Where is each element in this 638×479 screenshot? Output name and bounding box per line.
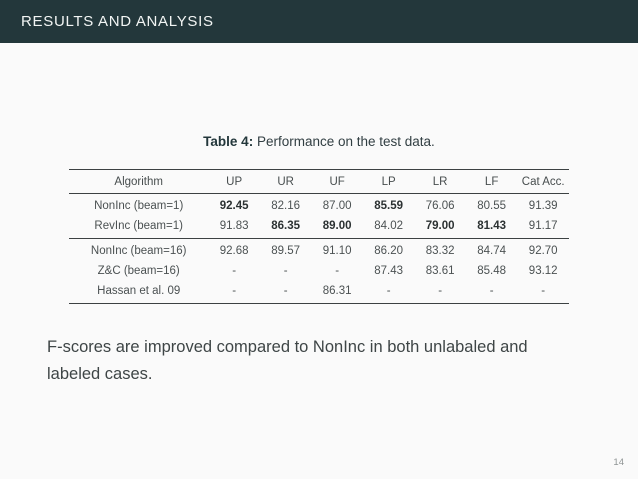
algorithm-cell: NonInc (beam=16) — [90, 245, 187, 257]
algorithm-cell: NonInc (beam=1) — [94, 200, 184, 212]
table-caption: Table 4: Performance on the test data. — [0, 134, 638, 149]
value-cell: 91.17 — [528, 220, 558, 232]
col-header-algorithm: Algorithm — [114, 176, 163, 188]
value-cell: - — [438, 285, 443, 297]
value-cell: - — [541, 285, 546, 297]
caption-text: Performance on the test data. — [256, 134, 435, 149]
table-group-beam16: NonInc (beam=16) 92.68 89.57 91.10 86.20… — [69, 239, 569, 304]
value-cell: 86.35 — [271, 220, 301, 232]
table-row: NonInc (beam=16) 92.68 89.57 91.10 86.20… — [69, 239, 569, 262]
value-cell: 81.43 — [477, 220, 507, 232]
col-header-lp: LP — [381, 176, 396, 188]
value-cell: 83.61 — [425, 265, 455, 277]
value-cell: 85.48 — [477, 265, 507, 277]
value-cell: 91.39 — [528, 200, 558, 212]
table-row: Z&C (beam=16) - - - 87.43 83.61 85.48 93… — [69, 261, 569, 281]
value-cell: 89.00 — [322, 220, 352, 232]
value-cell: 79.00 — [425, 220, 455, 232]
value-cell: 85.59 — [374, 200, 404, 212]
value-cell: 76.06 — [425, 200, 455, 212]
value-cell: 86.20 — [374, 245, 404, 257]
col-header-ur: UR — [277, 176, 294, 188]
value-cell: 87.43 — [374, 265, 404, 277]
value-cell: 93.12 — [528, 265, 558, 277]
value-cell: - — [283, 285, 288, 297]
value-cell: 87.00 — [322, 200, 352, 212]
value-cell: - — [335, 265, 340, 277]
algorithm-cell: Z&C (beam=16) — [97, 265, 180, 277]
slide-title: RESULTS AND ANALYSIS — [21, 13, 214, 30]
table-row: RevInc (beam=1) 91.83 86.35 89.00 84.02 … — [69, 216, 569, 239]
value-cell: 91.10 — [322, 245, 352, 257]
algorithm-cell: RevInc (beam=1) — [94, 220, 183, 232]
value-cell: 92.68 — [219, 245, 249, 257]
value-cell: - — [489, 285, 494, 297]
value-cell: - — [386, 285, 391, 297]
results-table: Algorithm UP UR UF LP LR LF Cat Acc. Non… — [69, 169, 569, 304]
value-cell: 92.70 — [528, 245, 558, 257]
col-header-lf: LF — [484, 176, 499, 188]
table-header: Algorithm UP UR UF LP LR LF Cat Acc. — [69, 169, 569, 194]
col-header-uf: UF — [329, 176, 345, 188]
caption-label: Table 4: — [203, 134, 254, 149]
table-row: Hassan et al. 09 - - 86.31 - - - - — [69, 281, 569, 304]
value-cell: 89.57 — [271, 245, 301, 257]
value-cell: 83.32 — [425, 245, 455, 257]
table-group-beam1: NonInc (beam=1) 92.45 82.16 87.00 85.59 … — [69, 194, 569, 239]
header-row: Algorithm UP UR UF LP LR LF Cat Acc. — [69, 169, 569, 194]
value-cell: 84.02 — [374, 220, 404, 232]
algorithm-cell: Hassan et al. 09 — [97, 285, 181, 297]
table-row: NonInc (beam=1) 92.45 82.16 87.00 85.59 … — [69, 194, 569, 217]
col-header-lr: LR — [432, 176, 448, 188]
value-cell: - — [232, 285, 237, 297]
value-cell: 92.45 — [219, 200, 249, 212]
value-cell: 84.74 — [477, 245, 507, 257]
col-header-up: UP — [226, 176, 243, 188]
value-cell: 86.31 — [322, 285, 352, 297]
value-cell: - — [283, 265, 288, 277]
value-cell: - — [232, 265, 237, 277]
header-bar: RESULTS AND ANALYSIS — [0, 0, 638, 43]
body-text: F-scores are improved compared to NonInc… — [47, 338, 528, 383]
page-number: 14 — [613, 457, 624, 468]
value-cell: 82.16 — [271, 200, 301, 212]
value-cell: 80.55 — [477, 200, 507, 212]
value-cell: 91.83 — [219, 220, 249, 232]
col-header-cat-acc: Cat Acc. — [521, 176, 565, 188]
